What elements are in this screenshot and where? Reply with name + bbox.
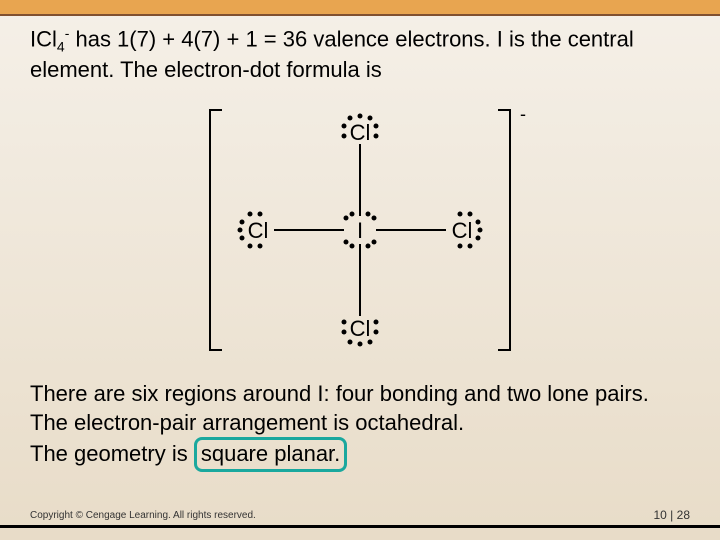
svg-text:Cl: Cl <box>350 120 371 145</box>
top-accent-bar <box>0 0 720 16</box>
lewis-svg: - I Cl Cl Cl Cl <box>160 90 560 370</box>
page-chapter: 10 <box>653 508 666 522</box>
svg-text:Cl: Cl <box>452 218 473 243</box>
svg-text:Cl: Cl <box>350 316 371 341</box>
page-num-value: 28 <box>677 508 690 522</box>
regions-text: There are six regions around I: four bon… <box>30 380 690 409</box>
copyright-text: Copyright © Cengage Learning. All rights… <box>30 510 256 521</box>
intro-text: ICl4- has 1(7) + 4(7) + 1 = 36 valence e… <box>30 24 690 85</box>
content-bottom: There are six regions around I: four bon… <box>0 380 720 472</box>
intro-rest: has 1(7) + 4(7) + 1 = 36 valence electro… <box>30 26 634 82</box>
geometry-text: The geometry is square planar. <box>30 437 690 472</box>
footer-line <box>0 525 720 528</box>
geometry-prefix: The geometry is <box>30 441 194 466</box>
slide: ICl4- has 1(7) + 4(7) + 1 = 36 valence e… <box>0 0 720 540</box>
content-top: ICl4- has 1(7) + 4(7) + 1 = 36 valence e… <box>0 16 720 85</box>
page-sep: | <box>667 508 677 522</box>
lewis-structure-diagram: - I Cl Cl Cl Cl <box>160 90 560 370</box>
svg-text:-: - <box>520 104 526 124</box>
geometry-highlight: square planar. <box>194 437 347 472</box>
footer: Copyright © Cengage Learning. All rights… <box>0 508 720 522</box>
formula-subscript: 4 <box>57 39 65 55</box>
page-number: 10 | 28 <box>653 508 690 522</box>
arrangement-text: The electron-pair arrangement is octahed… <box>30 409 690 438</box>
formula-species: ICl <box>30 26 57 51</box>
svg-text:I: I <box>357 218 363 243</box>
svg-text:Cl: Cl <box>248 218 269 243</box>
